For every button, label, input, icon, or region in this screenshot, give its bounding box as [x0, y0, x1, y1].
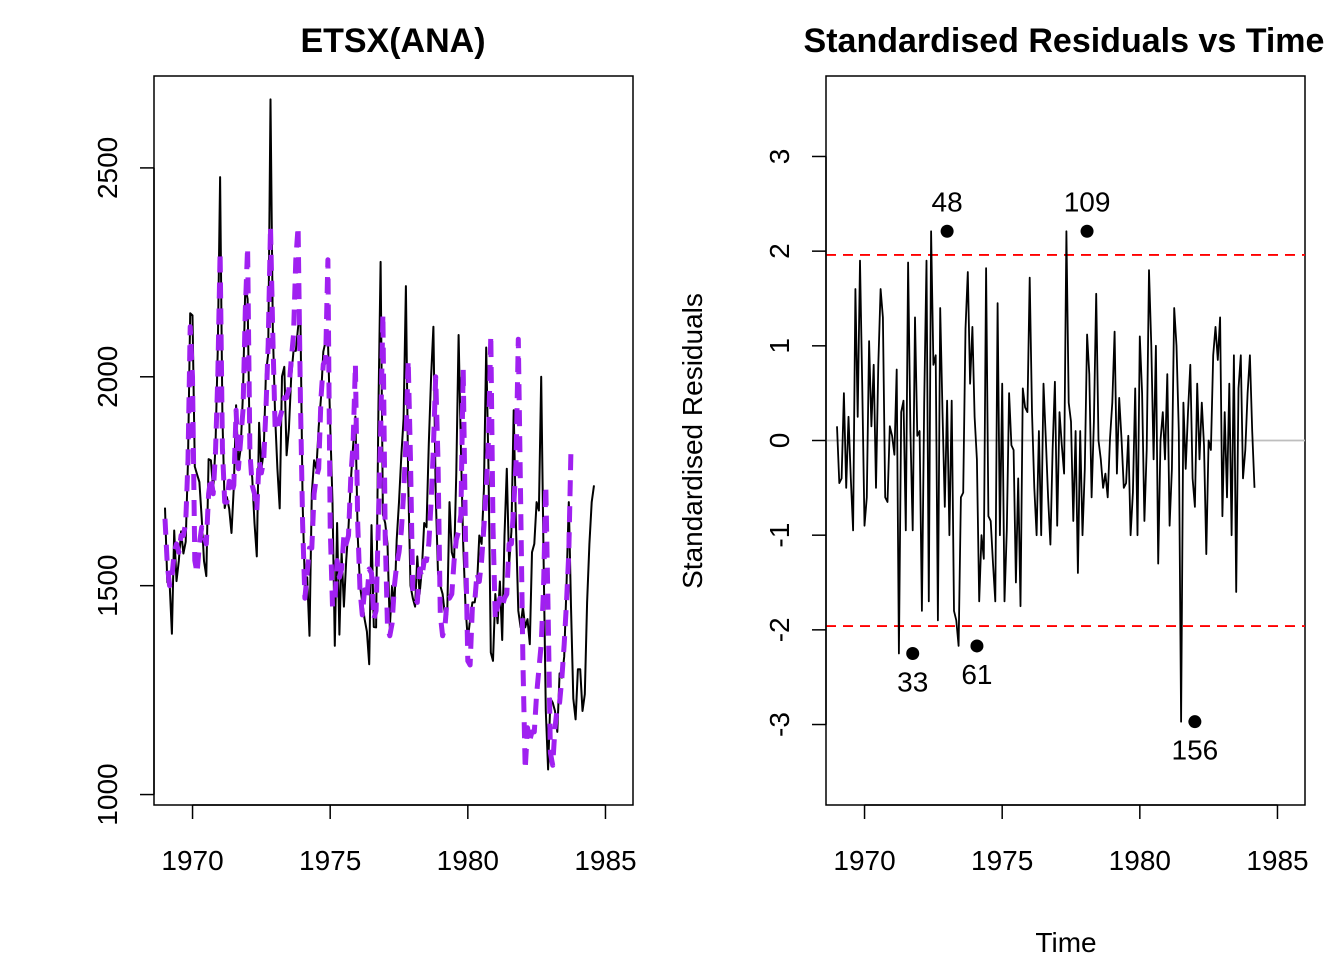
outlier-point — [906, 647, 920, 661]
forecast-series — [162, 98, 595, 772]
forecast-x-tick-label: 1970 — [161, 845, 223, 876]
residuals-outlier-points: 33 48 61 109 156 — [897, 186, 1218, 765]
outlier-point — [1188, 715, 1202, 729]
residuals-panel-title: Standardised Residuals vs Time — [804, 22, 1325, 60]
outlier-point-label: 109 — [1064, 186, 1111, 217]
outlier-point — [940, 224, 954, 238]
outlier-point-label: 61 — [961, 659, 992, 690]
residuals-series — [836, 230, 1256, 723]
forecast-y-tick-label: 1500 — [92, 555, 123, 617]
outlier-point-label: 33 — [897, 667, 928, 698]
forecast-y-tick-label: 2500 — [92, 137, 123, 199]
residuals-y-tick-label: 1 — [764, 338, 795, 354]
residuals-x-tick-label: 1970 — [833, 845, 895, 876]
residuals-y-tick-label: -2 — [764, 617, 795, 642]
residuals-x-tick-label: 1985 — [1246, 845, 1308, 876]
residuals-x-axis: 1970 1975 1980 1985 — [833, 804, 1309, 876]
outlier-point — [970, 639, 984, 653]
forecast-panel: ETSX(ANA) 1970 1975 1980 1985 1000 1500 2000 2… — [92, 22, 637, 876]
outlier-point — [1080, 224, 1094, 238]
residuals-y-tick-label: 0 — [764, 433, 795, 449]
fitted-series-line — [162, 223, 574, 772]
residuals-x-axis-label: Time — [1035, 927, 1096, 958]
residuals-y-axis: -3 -2 -1 0 1 2 3 — [764, 149, 827, 737]
residuals-x-tick-label: 1975 — [971, 845, 1033, 876]
forecast-x-tick-label: 1985 — [574, 845, 636, 876]
outlier-point-label: 156 — [1172, 735, 1219, 766]
residuals-y-tick-label: 2 — [764, 243, 795, 259]
forecast-y-axis: 1000 1500 2000 2500 — [92, 137, 155, 826]
residuals-y-tick-label: -1 — [764, 523, 795, 548]
residuals-series-line — [836, 230, 1256, 723]
residuals-x-tick-label: 1980 — [1109, 845, 1171, 876]
forecast-y-tick-label: 2000 — [92, 346, 123, 408]
residuals-y-tick-label: 3 — [764, 149, 795, 165]
forecast-panel-title: ETSX(ANA) — [300, 22, 485, 60]
forecast-x-axis: 1970 1975 1980 1985 — [161, 804, 637, 876]
residuals-y-axis-label: Standardised Residuals — [677, 293, 708, 589]
residuals-panel: Standardised Residuals vs Time Time Stan… — [677, 22, 1324, 958]
forecast-x-tick-label: 1975 — [299, 845, 361, 876]
forecast-y-tick-label: 1000 — [92, 763, 123, 825]
outlier-point-label: 48 — [932, 186, 963, 217]
residuals-y-tick-label: -3 — [764, 712, 795, 737]
forecast-x-tick-label: 1980 — [437, 845, 499, 876]
